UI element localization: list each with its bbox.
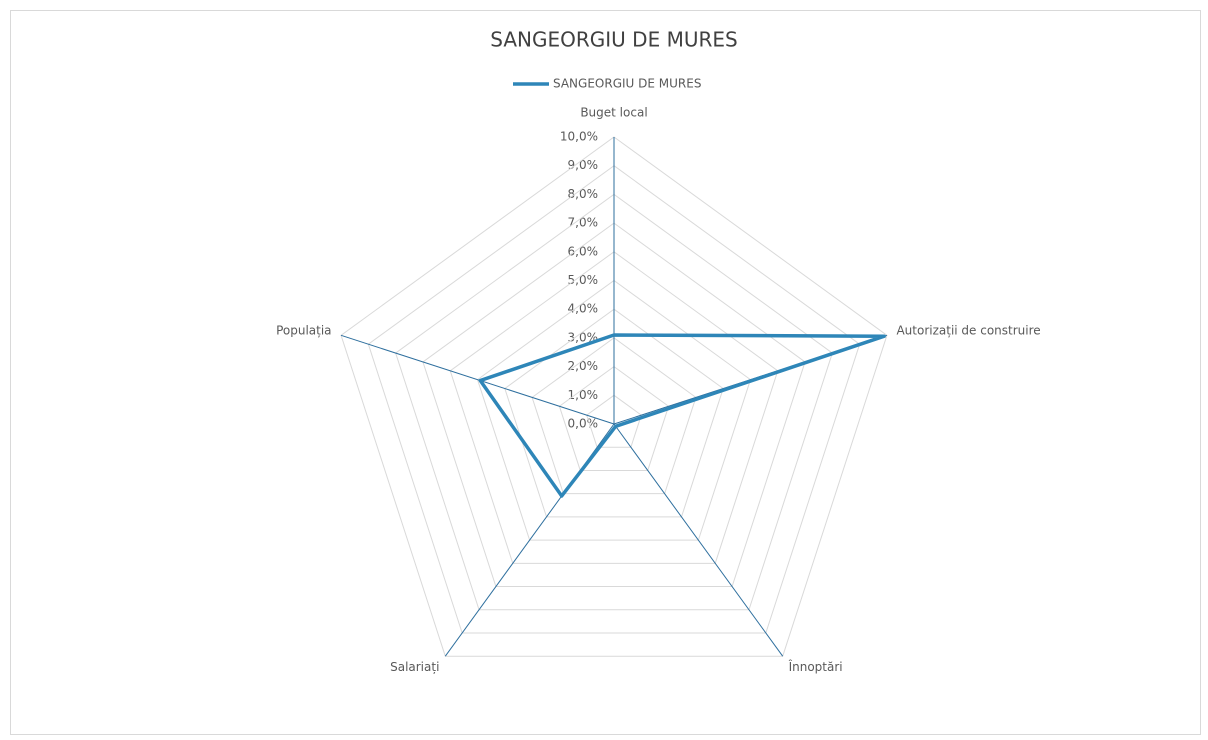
- grid-line: [449, 251, 779, 564]
- y-tick-label: 7,0%: [568, 216, 599, 230]
- y-tick-label: 2,0%: [568, 359, 599, 373]
- chart-title: SANGEORGIU DE MURES: [490, 28, 737, 52]
- legend-label: SANGEORGIU DE MURES: [553, 77, 701, 91]
- axis-line: [613, 423, 784, 657]
- category-label: Înnoptări: [788, 659, 843, 674]
- y-tick-label: 1,0%: [568, 388, 599, 402]
- category-label: Autorizații de construire: [896, 323, 1040, 337]
- y-tick-label: 9,0%: [568, 158, 599, 172]
- grid-line: [422, 222, 806, 588]
- y-tick-label: 0,0%: [568, 417, 599, 431]
- grid-line: [586, 394, 642, 448]
- grid-line: [395, 193, 833, 611]
- y-tick-label: 5,0%: [568, 273, 599, 287]
- grid-line: [531, 337, 697, 495]
- series-line: [478, 333, 886, 498]
- category-label: Buget local: [580, 106, 647, 120]
- y-tick-label: 10,0%: [560, 130, 598, 144]
- y-tick-label: 4,0%: [568, 302, 599, 316]
- grid-line: [340, 136, 888, 657]
- y-tick-label: 8,0%: [568, 187, 599, 201]
- y-tick-label: 6,0%: [568, 244, 599, 258]
- category-label: Salariați: [390, 660, 439, 674]
- grid-line: [558, 365, 670, 471]
- category-label: Populația: [276, 323, 331, 337]
- y-tick-label: 3,0%: [568, 330, 599, 344]
- grid-line: [476, 279, 752, 541]
- axis-line: [340, 334, 615, 425]
- grid-line: [504, 308, 724, 518]
- grid-line: [367, 165, 861, 634]
